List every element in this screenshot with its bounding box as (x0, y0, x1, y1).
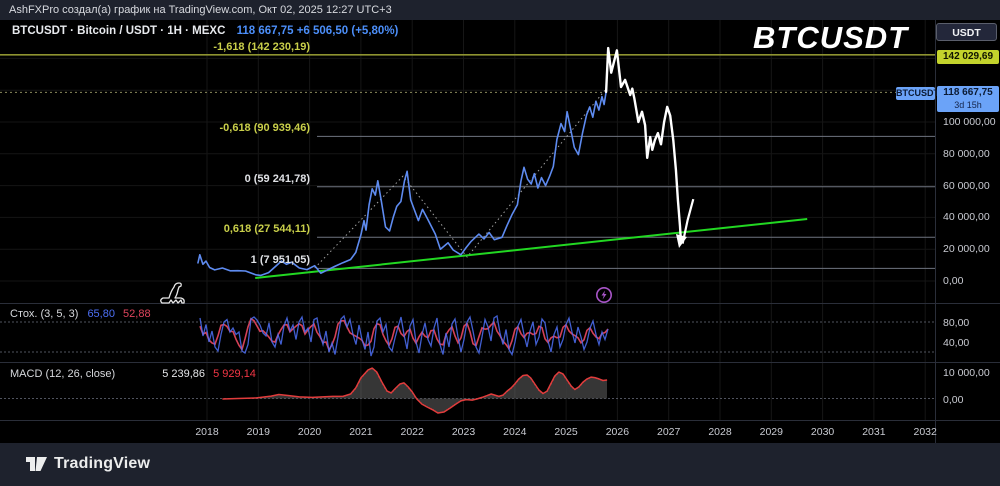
stoch-d-value: 52,88 (123, 308, 151, 320)
time-axis-year[interactable]: 2026 (605, 426, 630, 438)
footer-bar (0, 443, 1000, 486)
last-price-symbol-tag: BTCUSDT (896, 87, 939, 100)
time-axis-year[interactable]: 2020 (297, 426, 322, 438)
time-axis-year[interactable]: 2027 (657, 426, 681, 438)
stoch-legend-title[interactable]: Стох. (3, 5, 3) (10, 308, 79, 320)
bar-countdown: 3d 15h (954, 100, 982, 110)
macd-axis-tick[interactable]: 10 000,00 (943, 367, 990, 380)
time-axis-year[interactable]: 2032 (913, 426, 937, 438)
stoch-axis-tick[interactable]: 40,00 (943, 337, 970, 349)
symbol-quote: 118 667,75 +6 506,50 (+5,80%) (236, 25, 399, 37)
macd-axis-tick[interactable]: 0,00 (943, 393, 964, 406)
time-axis-year[interactable]: 2022 (400, 426, 424, 438)
macd-hist-value: 5 239,86 (162, 368, 206, 380)
price-axis-tick[interactable]: 80 000,00 (943, 147, 990, 160)
stoch-k-value: 65,80 (87, 308, 115, 320)
price-axis-tick[interactable]: 60 000,00 (943, 179, 990, 192)
attribution-bar: AshFXPro создал(а) график на TradingView… (0, 0, 1000, 20)
tradingview-logo[interactable]: TradingView (26, 455, 150, 473)
price-axis-tick[interactable]: 100 000,00 (943, 116, 996, 128)
macd-signal-value: 5 929,14 (213, 368, 256, 380)
time-axis-year[interactable]: 2019 (246, 426, 270, 438)
stoch-legend[interactable]: Стох. (3, 5, 3) 65,80 52,88 (10, 308, 151, 320)
fib-level-label: -1,618 (142 230,19) (213, 40, 310, 53)
last-price-countdown-tag[interactable]: 118 667,75 3d 15h (937, 86, 999, 112)
time-axis-year[interactable]: 2024 (503, 426, 527, 438)
price-axis-tick[interactable]: 0,00 (943, 275, 964, 287)
time-axis-year[interactable]: 2029 (759, 426, 783, 438)
macd-legend[interactable]: MACD (12, 26, close) 5 239,86 5 929,14 (10, 368, 256, 380)
symbol-title[interactable]: BTCUSDT · Bitcoin / USDT · 1H · MEXC (12, 25, 226, 37)
macd-legend-title[interactable]: MACD (12, 26, close) (10, 368, 116, 380)
dinosaur-icon (160, 282, 185, 304)
stoch-axis-tick[interactable]: 80,00 (943, 317, 970, 329)
time-axis-year[interactable]: 2025 (554, 426, 578, 438)
fib-level-label: 1 (7 951,05) (250, 254, 310, 267)
price-axis-tick[interactable]: 40 000,00 (943, 211, 990, 224)
alert-price-tag[interactable]: 142 029,69 (937, 50, 999, 64)
currency-toggle-button[interactable]: USDT (936, 23, 997, 41)
price-axis-tick[interactable]: 20 000,00 (943, 243, 990, 256)
time-axis-year[interactable]: 2021 (349, 426, 373, 438)
time-axis-year[interactable]: 2030 (810, 426, 835, 438)
attribution-text: AshFXPro создал(а) график на TradingView… (9, 4, 392, 16)
tradingview-logo-icon (26, 457, 47, 471)
time-axis-year[interactable]: 2018 (195, 426, 219, 438)
lightning-bolt-icon[interactable] (595, 286, 613, 304)
fib-level-label: 0,618 (27 544,11) (223, 223, 310, 236)
time-axis-year[interactable]: 2023 (451, 426, 476, 438)
fib-level-label: 0 (59 241,78) (244, 172, 310, 185)
symbol-watermark: BTCUSDT (753, 20, 909, 55)
fib-level-label: -0,618 (90 939,46) (219, 122, 310, 135)
tradingview-logo-text: TradingView (54, 455, 151, 472)
time-axis-year[interactable]: 2028 (708, 426, 732, 438)
time-axis-year[interactable]: 2031 (862, 426, 886, 438)
symbol-legend[interactable]: BTCUSDT · Bitcoin / USDT · 1H · MEXC 118… (12, 25, 398, 37)
last-price-value: 118 667,75 (943, 87, 993, 98)
